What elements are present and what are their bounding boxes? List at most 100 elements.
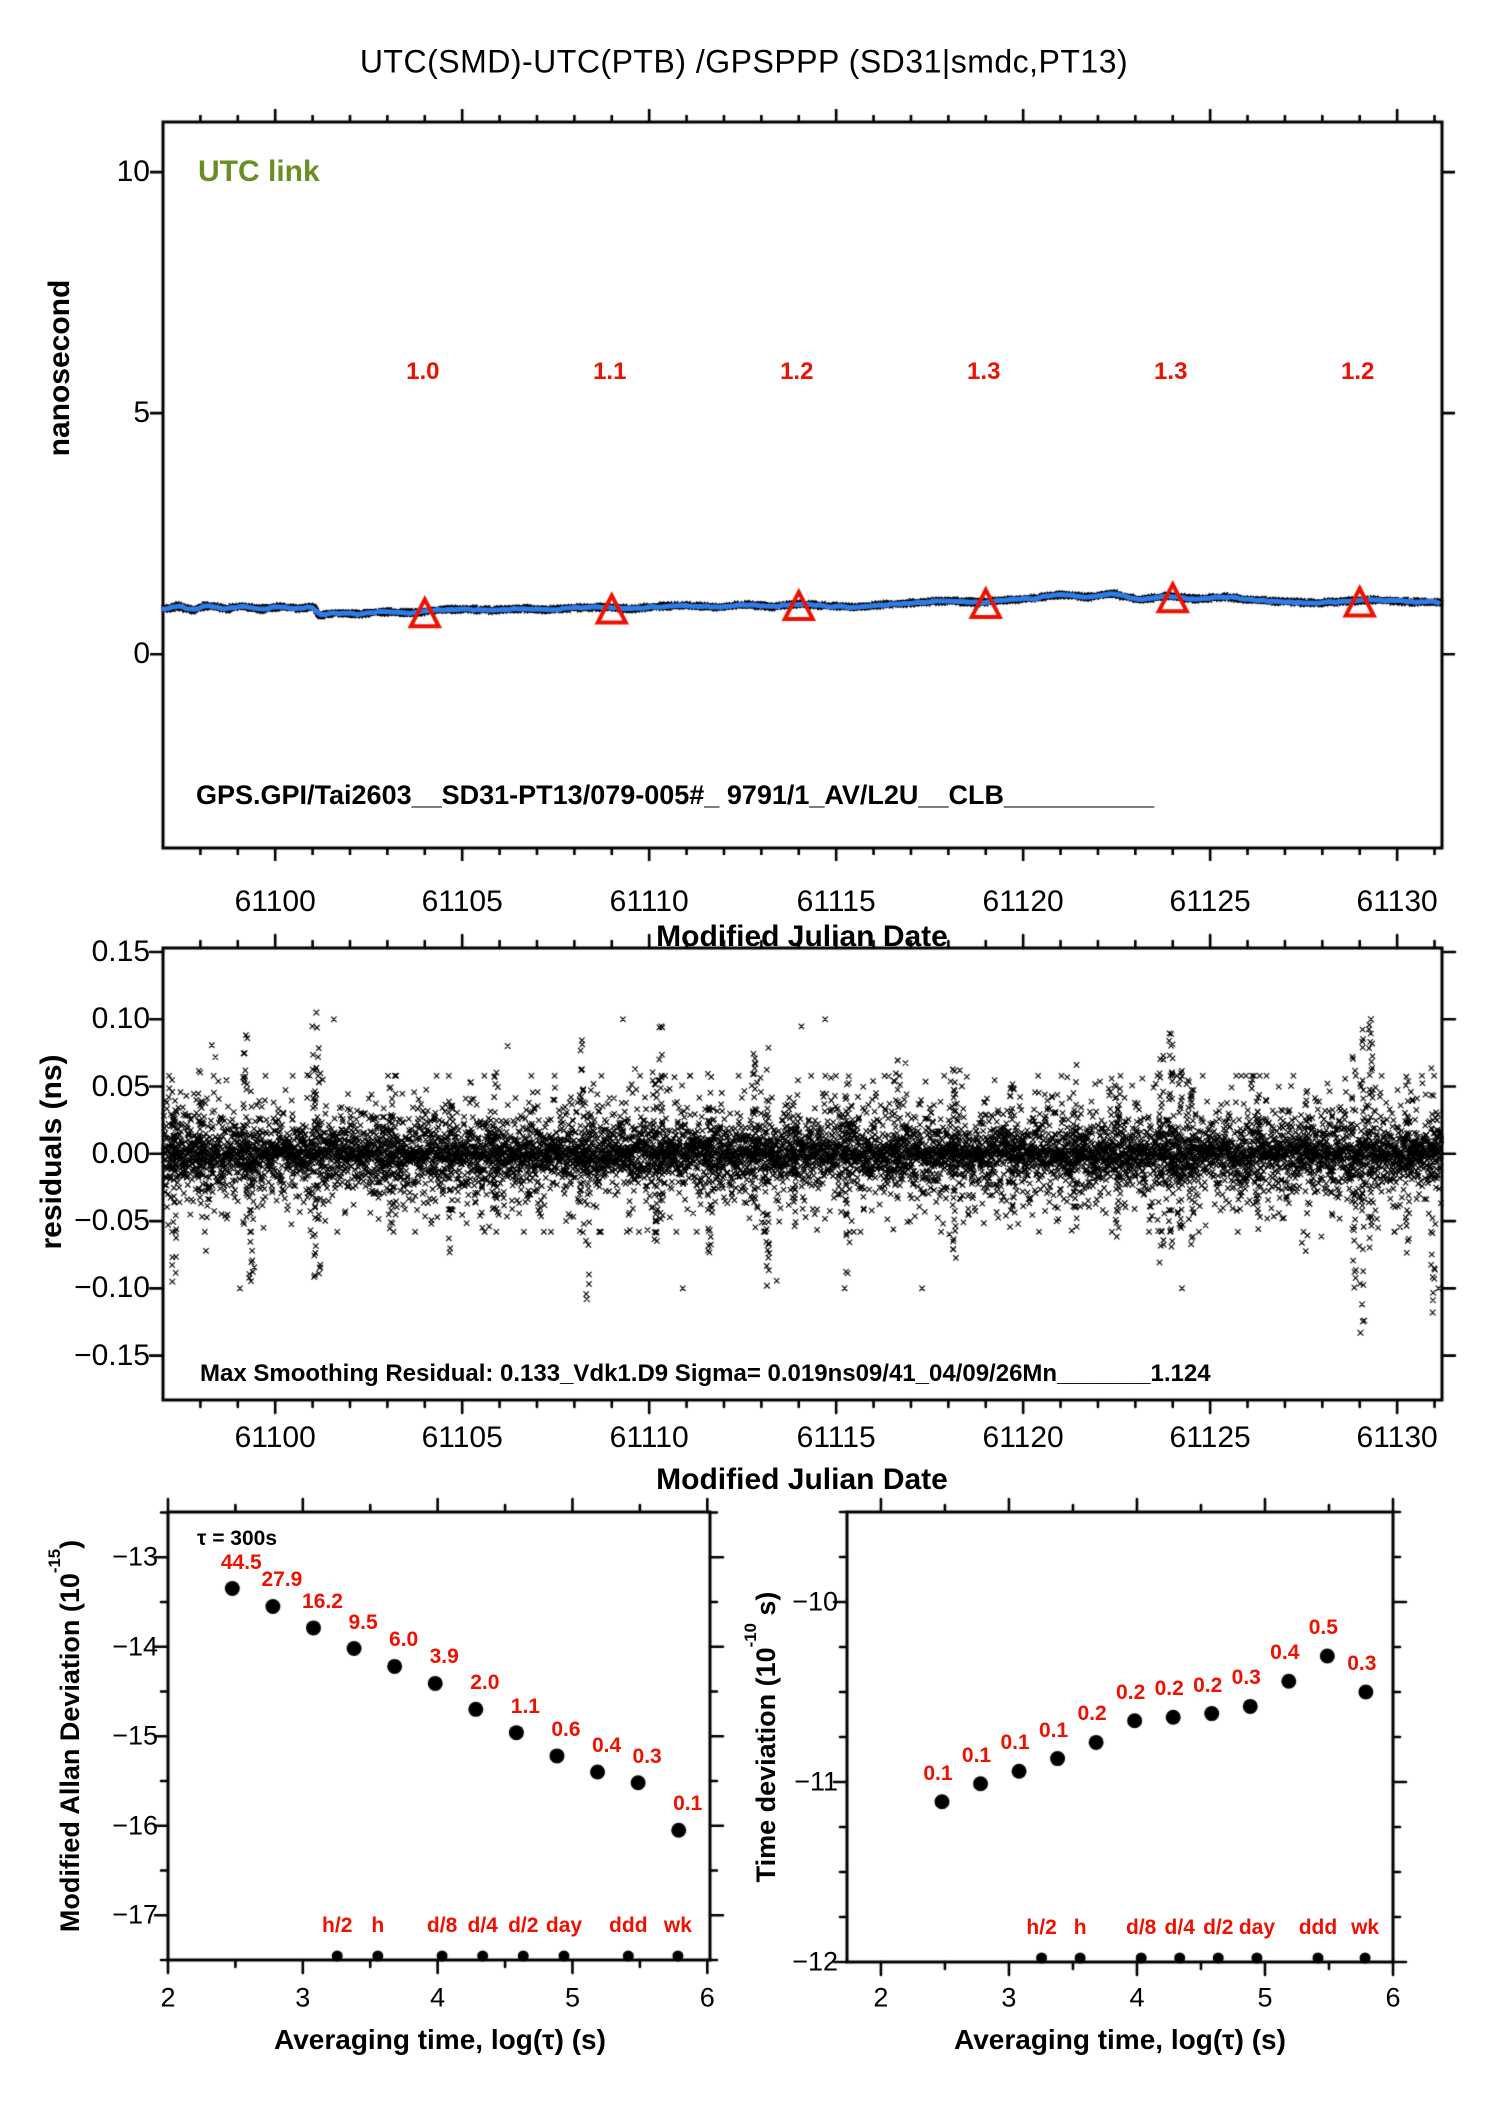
panel4-time-mark-label: d/2	[1203, 1916, 1234, 1939]
panel3-time-mark-label: d/8	[426, 1914, 458, 1937]
panel3-time-mark-label: h	[371, 1914, 385, 1937]
panel4-x-tick-label: 6	[1385, 1982, 1401, 2013]
panel4-point-value-label: 0.1	[1000, 1731, 1030, 1755]
panel2-y-tick-label: −0.05	[74, 1204, 150, 1238]
panel1-y-tick-label: 0	[133, 637, 150, 671]
panel3-y-tick-label: −17	[112, 1899, 158, 1930]
panel4-y-tick-label: −11	[794, 1766, 838, 1797]
panel4-time-mark-label: wk	[1351, 1916, 1380, 1939]
panel3-time-mark-label: d/4	[467, 1914, 498, 1937]
panel4-x-tick-label: 2	[873, 1982, 889, 2013]
panel3-point-value-label: 2.0	[470, 1671, 500, 1695]
page-title: UTC(SMD)-UTC(PTB) /GPSPPP (SD31|smdc,PT1…	[359, 43, 1129, 80]
panel4-x-tick-label: 5	[1257, 1982, 1273, 2013]
panel1-x-tick-label: 61110	[609, 885, 689, 918]
panel4-point-value-label: 0.3	[1347, 1652, 1377, 1675]
panel3-point-value-label: 9.5	[348, 1610, 378, 1634]
panel2-x-tick-label: 61125	[1169, 1421, 1251, 1454]
panel2-y-tick-label: 0.05	[91, 1069, 150, 1103]
panel3-point-value-label: 27.9	[261, 1568, 303, 1592]
panel2-x-tick-label: 61100	[234, 1421, 316, 1454]
panel3-point-value-label: 1.1	[510, 1694, 540, 1718]
panel2-x-tick-label: 61105	[421, 1421, 503, 1454]
panel3-x-tick-label: 2	[160, 1982, 176, 2013]
panel1-y-axis-title: nanosecond	[43, 279, 76, 457]
panel4-point-value-label: 0.3	[1231, 1666, 1261, 1690]
panel4-time-mark-label: day	[1238, 1916, 1275, 1939]
panel4-time-mark-label: h/2	[1026, 1916, 1057, 1939]
panel2-y-tick-label: 0.10	[91, 1002, 150, 1036]
panel4-point-value-label: 0.1	[923, 1761, 953, 1785]
panel3-x-tick-label: 6	[699, 1982, 715, 2013]
panel4-y-tick-label: −12	[792, 1946, 838, 1977]
gps-link-id-annotation: GPS.GPI/Tai2603__SD31-PT13/079-005#_ 979…	[196, 780, 1155, 810]
panel3-point-value-label: 3.9	[429, 1645, 459, 1669]
panel4-y-tick-label: −10	[792, 1586, 838, 1617]
panel1-x-axis-title: Modified Julian Date	[656, 920, 948, 953]
panel4-point-value-label: 0.5	[1308, 1616, 1338, 1639]
panel2-y-tick-label: 0.15	[91, 935, 150, 969]
panel4-point-value-label: 0.1	[961, 1743, 992, 1767]
panel3-point-value-label: 0.3	[632, 1744, 662, 1768]
calibration-value-label: 1.1	[593, 358, 627, 386]
panel3-point-value-label: 0.1	[673, 1792, 703, 1816]
panel4-point-value-label: 0.2	[1116, 1680, 1146, 1704]
panel4-time-mark-label: h	[1073, 1916, 1087, 1939]
panel3-y-axis-title-text: Modified Allan Deviation (10	[55, 1573, 85, 1933]
panel3-time-mark-label: day	[545, 1914, 583, 1937]
calibration-value-label: 1.3	[967, 358, 1001, 386]
panel2-y-axis-title: residuals (ns)	[35, 1054, 68, 1250]
panel4-point-value-label: 0.4	[1270, 1641, 1300, 1665]
panel1-x-tick-label: 61100	[234, 885, 316, 918]
panel3-point-value-label: 6.0	[389, 1628, 419, 1652]
panel3-time-mark-label: wk	[663, 1914, 692, 1937]
panel3-x-axis-title: Averaging time, log(τ) (s)	[274, 2024, 606, 2055]
panel3-point-value-label: 44.5	[220, 1550, 262, 1574]
panel1-x-tick-label: 61105	[421, 885, 503, 918]
panel3-x-tick-label: 5	[564, 1982, 580, 2013]
panel4-y-axis-title-close: s)	[751, 1591, 781, 1624]
panel3-y-tick-label: −15	[112, 1720, 158, 1751]
panel1-y-tick-label: 5	[133, 396, 150, 430]
panel4-x-tick-label: 3	[1001, 1982, 1017, 2013]
panel4-point-value-label: 0.2	[1193, 1673, 1223, 1697]
panel4-point-value-label: 0.2	[1077, 1702, 1107, 1726]
calibration-value-label: 1.2	[780, 358, 814, 386]
panel2-x-axis-title: Modified Julian Date	[656, 1463, 948, 1496]
calibration-value-label: 1.2	[1341, 358, 1375, 386]
panel3-time-mark-label: h/2	[322, 1914, 353, 1937]
panel1-x-tick-label: 61130	[1356, 885, 1438, 918]
panel4-x-axis-title: Averaging time, log(τ) (s)	[954, 2024, 1286, 2055]
smoothing-residual-annotation: Max Smoothing Residual: 0.133_Vdk1.D9 Si…	[200, 1360, 1211, 1387]
panel3-point-value-label: 0.6	[551, 1717, 581, 1741]
calibration-value-label: 1.3	[1154, 358, 1188, 386]
panel3-y-axis-title-close: )	[55, 1539, 85, 1549]
panel2-x-tick-label: 61115	[796, 1421, 876, 1454]
panel2-x-tick-label: 61130	[1356, 1421, 1438, 1454]
panel3-y-axis-title: Modified Allan Deviation (10-15)	[45, 1539, 86, 1933]
panel1-x-tick-label: 61120	[982, 885, 1064, 918]
panel1-x-tick-label: 61115	[796, 885, 876, 918]
panel4-point-value-label: 0.2	[1154, 1677, 1184, 1701]
panel3-x-tick-label: 3	[295, 1982, 311, 2013]
panel3-point-value-label: 0.4	[591, 1734, 622, 1758]
panel4-point-value-label: 0.1	[1038, 1718, 1069, 1742]
tau-annotation: τ = 300s	[197, 1527, 278, 1550]
panel1-y-tick-label: 10	[116, 155, 150, 189]
panel4-y-axis-title-text: Time deviation (10	[751, 1647, 781, 1883]
utc-link-annotation: UTC link	[198, 155, 320, 188]
panel3-point-value-label: 16.2	[302, 1589, 343, 1613]
panel4-x-tick-label: 4	[1129, 1982, 1145, 2013]
panel4-time-mark-label: ddd	[1298, 1916, 1338, 1939]
calibration-value-label: 1.0	[406, 358, 440, 386]
panel3-y-tick-label: −16	[112, 1810, 158, 1841]
panel3-y-tick-label: −13	[112, 1541, 158, 1572]
panel3-time-mark-label: ddd	[609, 1914, 648, 1937]
panel3-time-mark-label: d/2	[508, 1914, 539, 1937]
panel2-x-tick-label: 61110	[609, 1421, 689, 1454]
panel2-x-tick-label: 61120	[982, 1421, 1064, 1454]
panel3-x-tick-label: 4	[430, 1982, 446, 2013]
panel2-y-tick-label: 0.00	[91, 1136, 150, 1170]
